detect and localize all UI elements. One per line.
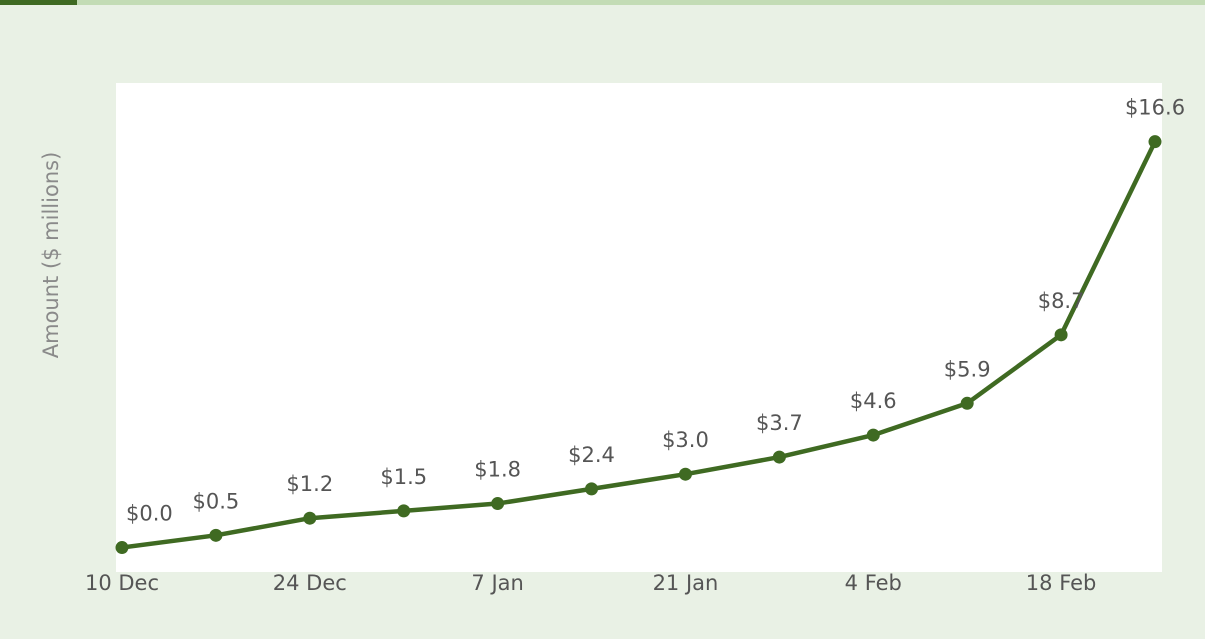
data-label: $3.7 [756, 411, 803, 435]
point [585, 482, 599, 496]
data-label: $0.0 [126, 502, 173, 526]
point [1148, 135, 1162, 149]
data-label: $4.6 [850, 389, 897, 413]
point [303, 511, 317, 525]
x-tick-label: 4 Feb [845, 571, 902, 595]
x-tick-label: 24 Dec [273, 571, 347, 595]
data-label: $1.8 [474, 458, 521, 482]
data-label: $5.9 [944, 357, 991, 381]
top-bar-active [0, 0, 77, 5]
point [772, 450, 786, 464]
x-tick-label: 10 Dec [85, 571, 159, 595]
point [678, 467, 692, 481]
point [491, 497, 505, 511]
data-label: $2.4 [568, 443, 615, 467]
top-bar [77, 0, 1205, 5]
data-label: $1.2 [286, 472, 333, 496]
point [866, 428, 880, 442]
data-label: $8.7 [1038, 289, 1085, 313]
data-label: $16.6 [1125, 96, 1185, 120]
point [397, 504, 411, 518]
point [209, 528, 223, 542]
x-tick-label: 7 Jan [471, 571, 523, 595]
plot-area [116, 83, 1162, 572]
line [121, 140, 1158, 550]
x-tick-label: 18 Feb [1026, 571, 1097, 595]
point [115, 541, 129, 555]
point [960, 396, 974, 410]
data-label: $0.5 [193, 489, 240, 513]
data-label: $1.5 [380, 465, 427, 489]
point [1054, 328, 1068, 342]
data-label: $3.0 [662, 428, 709, 452]
y-axis-label: Amount ($ millions) [39, 152, 63, 359]
x-tick-label: 21 Jan [653, 571, 719, 595]
